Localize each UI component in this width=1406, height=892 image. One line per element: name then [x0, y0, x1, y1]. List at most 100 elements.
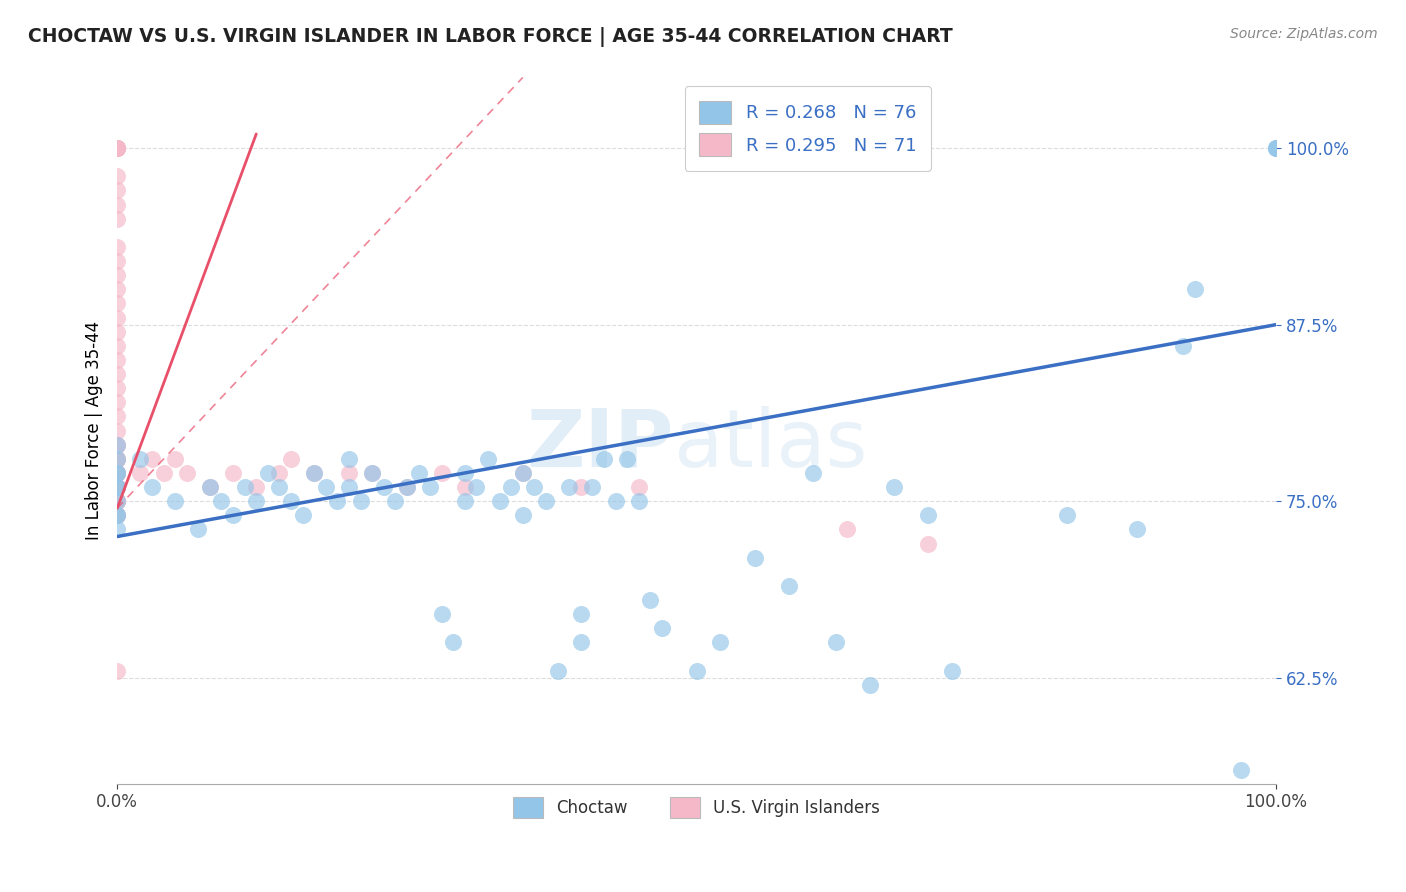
Point — [105, 451, 128, 466]
Point — [837, 523, 859, 537]
Point — [605, 494, 627, 508]
Point — [198, 480, 221, 494]
Point — [280, 494, 302, 508]
Point — [824, 635, 846, 649]
Point — [1265, 141, 1288, 155]
Point — [105, 438, 128, 452]
Point — [685, 664, 707, 678]
Point — [302, 466, 325, 480]
Point — [152, 466, 174, 480]
Point — [917, 536, 939, 550]
Point — [349, 494, 371, 508]
Point — [569, 607, 592, 622]
Point — [558, 480, 581, 494]
Point — [105, 451, 128, 466]
Point — [465, 480, 488, 494]
Point — [280, 451, 302, 466]
Point — [105, 254, 128, 268]
Point — [419, 480, 441, 494]
Point — [337, 451, 360, 466]
Point — [105, 480, 128, 494]
Point — [105, 664, 128, 678]
Point — [488, 494, 510, 508]
Point — [569, 480, 592, 494]
Point — [105, 466, 128, 480]
Point — [105, 466, 128, 480]
Point — [523, 480, 546, 494]
Text: CHOCTAW VS U.S. VIRGIN ISLANDER IN LABOR FORCE | AGE 35-44 CORRELATION CHART: CHOCTAW VS U.S. VIRGIN ISLANDER IN LABOR… — [28, 27, 953, 46]
Point — [744, 550, 766, 565]
Point — [245, 494, 267, 508]
Point — [337, 480, 360, 494]
Point — [105, 240, 128, 254]
Point — [337, 466, 360, 480]
Point — [778, 579, 800, 593]
Text: atlas: atlas — [673, 406, 868, 483]
Point — [593, 451, 616, 466]
Point — [373, 480, 395, 494]
Point — [105, 141, 128, 155]
Point — [441, 635, 464, 649]
Point — [501, 480, 523, 494]
Point — [105, 494, 128, 508]
Point — [315, 480, 337, 494]
Point — [105, 169, 128, 184]
Point — [105, 438, 128, 452]
Point — [105, 310, 128, 325]
Point — [384, 494, 406, 508]
Point — [105, 494, 128, 508]
Point — [222, 508, 245, 523]
Point — [569, 635, 592, 649]
Point — [105, 480, 128, 494]
Point — [105, 508, 128, 523]
Point — [141, 451, 163, 466]
Point — [269, 480, 291, 494]
Point — [105, 141, 128, 155]
Point — [1056, 508, 1078, 523]
Point — [105, 325, 128, 339]
Point — [105, 451, 128, 466]
Point — [105, 367, 128, 381]
Point — [534, 494, 557, 508]
Point — [105, 409, 128, 424]
Text: ZIP: ZIP — [526, 406, 673, 483]
Point — [105, 197, 128, 211]
Point — [454, 466, 477, 480]
Point — [627, 480, 650, 494]
Point — [709, 635, 731, 649]
Point — [269, 466, 291, 480]
Point — [105, 451, 128, 466]
Point — [176, 466, 198, 480]
Point — [141, 480, 163, 494]
Point — [245, 480, 267, 494]
Text: Source: ZipAtlas.com: Source: ZipAtlas.com — [1230, 27, 1378, 41]
Point — [129, 466, 152, 480]
Point — [105, 494, 128, 508]
Point — [627, 494, 650, 508]
Point — [105, 141, 128, 155]
Point — [1265, 141, 1288, 155]
Point — [105, 494, 128, 508]
Point — [105, 282, 128, 296]
Point — [105, 184, 128, 198]
Point — [105, 466, 128, 480]
Point — [640, 593, 662, 607]
Point — [1265, 141, 1288, 155]
Point — [187, 523, 209, 537]
Point — [512, 508, 534, 523]
Point — [105, 141, 128, 155]
Point — [361, 466, 384, 480]
Point — [430, 466, 453, 480]
Point — [105, 466, 128, 480]
Point — [361, 466, 384, 480]
Point — [105, 466, 128, 480]
Point — [105, 141, 128, 155]
Point — [302, 466, 325, 480]
Point — [105, 381, 128, 395]
Point — [105, 480, 128, 494]
Point — [105, 438, 128, 452]
Point — [1173, 339, 1195, 353]
Point — [105, 480, 128, 494]
Point — [859, 678, 882, 692]
Point — [233, 480, 256, 494]
